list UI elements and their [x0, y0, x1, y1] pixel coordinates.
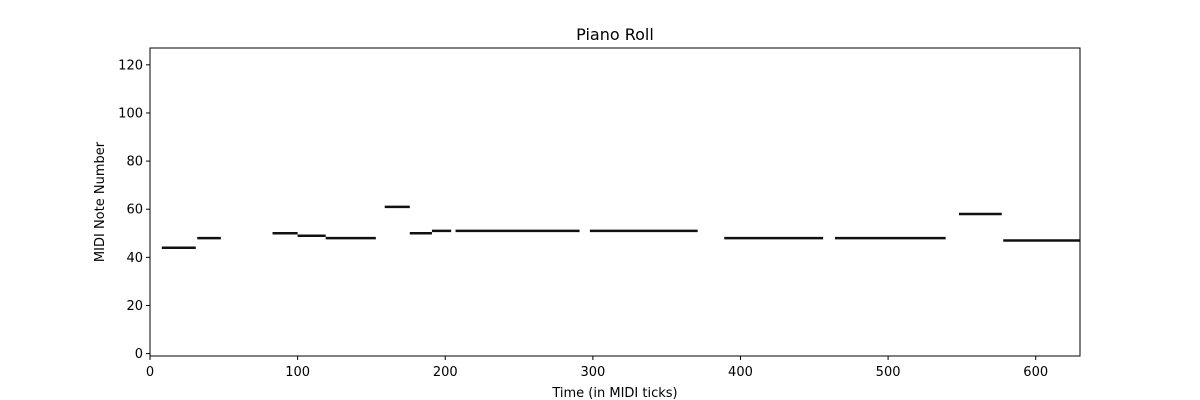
x-axis-label: Time (in MIDI ticks) — [551, 386, 677, 400]
y-tick-label-0: 0 — [135, 347, 143, 362]
y-axis-ticks: 0 20 40 60 80 100 120 — [118, 58, 150, 362]
y-tick-label-6: 120 — [118, 58, 143, 73]
plot-frame — [149, 47, 1081, 357]
x-tick-label-2: 200 — [433, 365, 458, 380]
chart-title: Piano Roll — [576, 25, 654, 44]
x-tick-label-4: 400 — [728, 365, 753, 380]
y-tick-label-4: 80 — [126, 155, 143, 170]
y-tick-label-2: 40 — [126, 251, 143, 266]
y-tick-label-1: 20 — [126, 299, 143, 314]
y-axis-label: MIDI Note Number — [93, 141, 108, 262]
y-tick-label-3: 60 — [126, 203, 143, 218]
x-tick-label-6: 600 — [1023, 365, 1048, 380]
x-tick-label-0: 0 — [146, 365, 154, 380]
y-tick-label-5: 100 — [118, 106, 143, 121]
x-tick-label-5: 500 — [876, 365, 901, 380]
notes-layer — [161, 205, 1080, 249]
x-axis-ticks: 0 100 200 300 400 500 600 — [146, 356, 1048, 380]
x-tick-label-1: 100 — [285, 365, 310, 380]
x-tick-label-3: 300 — [580, 365, 605, 380]
